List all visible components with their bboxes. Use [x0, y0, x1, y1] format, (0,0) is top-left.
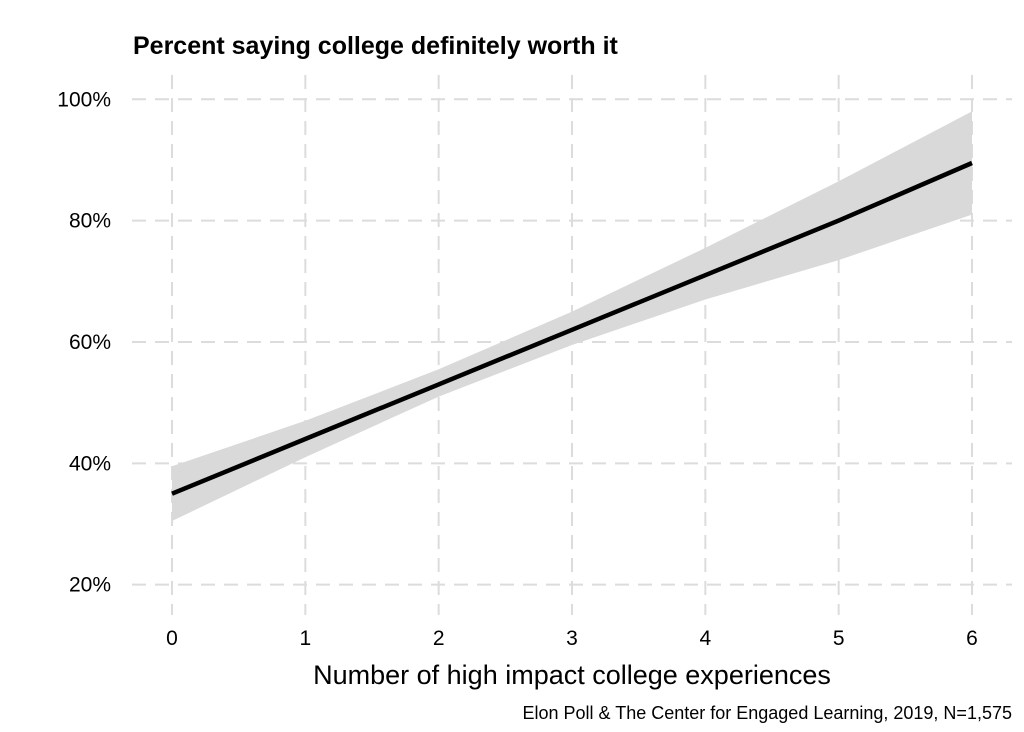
y-tick-label: 100%	[57, 88, 111, 111]
confidence-band-layer	[172, 111, 972, 522]
x-tick-label: 0	[166, 627, 178, 650]
x-tick-label: 5	[833, 627, 845, 650]
x-axis-label: Number of high impact college experience…	[313, 660, 831, 690]
x-tick-label: 1	[299, 627, 311, 650]
chart-title: Percent saying college definitely worth …	[133, 32, 619, 60]
y-tick-label: 80%	[69, 210, 111, 233]
x-tick-label: 2	[433, 627, 445, 650]
y-tick-label: 60%	[69, 331, 111, 354]
series-line-layer	[171, 160, 973, 496]
confidence-band	[172, 111, 972, 522]
x-tick-label: 4	[699, 627, 711, 650]
chart-caption: Elon Poll & The Center for Engaged Learn…	[522, 703, 1012, 723]
x-tick-label: 3	[566, 627, 578, 650]
y-tick-label: 40%	[69, 452, 111, 475]
y-tick-label: 20%	[69, 574, 111, 597]
x-axis-ticks: 0 1 2 3 4 5 6	[166, 627, 978, 650]
y-axis-ticks: 20% 40% 60% 80% 100%	[57, 88, 111, 596]
x-tick-label: 6	[966, 627, 978, 650]
